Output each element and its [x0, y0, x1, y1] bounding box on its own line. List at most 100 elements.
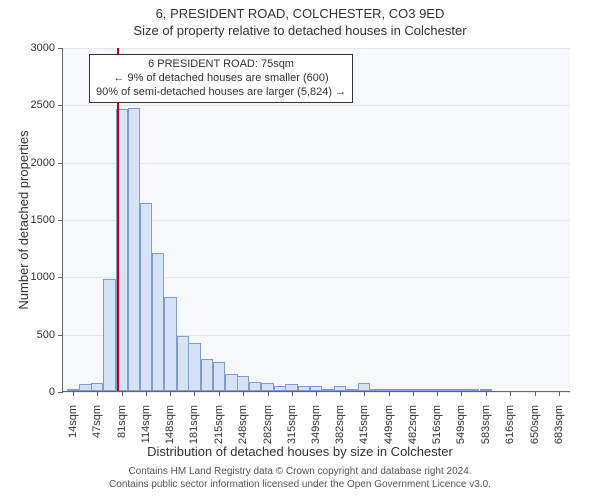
x-tick — [510, 391, 511, 396]
histogram-bar — [322, 389, 334, 391]
histogram-bar — [103, 279, 115, 391]
x-tick — [146, 391, 147, 396]
y-tick-label: 0 — [49, 386, 55, 398]
x-tick-label: 549sqm — [455, 405, 467, 444]
x-tick — [535, 391, 536, 396]
histogram-bar — [140, 203, 152, 391]
x-tick-label: 114sqm — [140, 405, 152, 443]
x-tick — [243, 391, 244, 396]
histogram-bar — [346, 389, 358, 391]
histogram-bar — [201, 359, 213, 391]
histogram-bar — [177, 336, 189, 391]
x-tick — [316, 391, 317, 396]
histogram-bar — [455, 389, 467, 391]
grid-line — [63, 48, 570, 49]
y-tick-label: 2000 — [31, 157, 55, 169]
histogram-bar — [225, 374, 237, 391]
y-tick — [58, 392, 63, 393]
x-tick — [268, 391, 269, 396]
histogram-bar — [67, 389, 79, 391]
x-tick-label: 449sqm — [383, 405, 395, 444]
x-tick-label: 650sqm — [529, 405, 541, 444]
y-tick — [58, 163, 63, 164]
x-tick — [219, 391, 220, 396]
histogram-bar — [419, 389, 431, 391]
y-tick-label: 1000 — [31, 271, 55, 283]
grid-line — [63, 105, 570, 106]
x-tick — [413, 391, 414, 396]
annotation-line3: 90% of semi-detached houses are larger (… — [96, 86, 346, 100]
annotation-box: 6 PRESIDENT ROAD: 75sqm← 9% of detached … — [89, 54, 353, 103]
footer-line1: Contains HM Land Registry data © Crown c… — [0, 466, 600, 479]
x-tick — [292, 391, 293, 396]
y-tick — [58, 105, 63, 106]
x-tick-label: 47sqm — [91, 405, 103, 438]
histogram-bar — [383, 389, 395, 391]
histogram-bar — [164, 297, 176, 391]
histogram-bar — [467, 389, 479, 391]
histogram-bar — [480, 389, 492, 391]
x-tick-label: 248sqm — [237, 405, 249, 444]
y-tick-label: 1500 — [31, 214, 55, 226]
histogram-bar — [443, 389, 455, 391]
histogram-bar — [213, 362, 225, 391]
histogram-bar — [370, 389, 382, 391]
histogram-bar — [237, 376, 249, 391]
y-tick-label: 3000 — [31, 42, 55, 54]
x-tick-label: 282sqm — [262, 405, 274, 444]
histogram-bar — [79, 384, 91, 391]
x-tick — [559, 391, 560, 396]
y-axis-title: Number of detached properties — [16, 130, 31, 309]
x-axis-title: Distribution of detached houses by size … — [0, 444, 600, 459]
x-tick — [461, 391, 462, 396]
annotation-line2: ← 9% of detached houses are smaller (600… — [96, 72, 346, 86]
histogram-bar — [188, 343, 200, 391]
histogram-bar — [261, 383, 273, 391]
y-tick — [58, 220, 63, 221]
x-tick-label: 148sqm — [164, 405, 176, 444]
x-tick — [122, 391, 123, 396]
histogram-bar — [249, 382, 261, 391]
histogram-bar — [128, 108, 140, 391]
chart-title-line1: 6, PRESIDENT ROAD, COLCHESTER, CO3 9ED — [0, 0, 600, 21]
x-tick-label: 181sqm — [188, 405, 200, 444]
x-tick — [437, 391, 438, 396]
annotation-line1: 6 PRESIDENT ROAD: 75sqm — [96, 58, 346, 72]
footer-line2: Contains public sector information licen… — [0, 479, 600, 492]
histogram-bar — [91, 383, 103, 391]
histogram-bar — [285, 384, 297, 391]
x-tick-label: 482sqm — [407, 405, 419, 444]
footer-attribution: Contains HM Land Registry data © Crown c… — [0, 466, 600, 491]
x-tick-label: 81sqm — [116, 405, 128, 438]
histogram-bar — [431, 389, 443, 391]
y-tick — [58, 335, 63, 336]
x-tick-label: 516sqm — [431, 405, 443, 444]
x-tick — [170, 391, 171, 396]
histogram-bar — [407, 389, 419, 391]
histogram-bar — [310, 386, 322, 391]
x-tick-label: 14sqm — [67, 405, 79, 438]
chart-plot-area: 05001000150020002500300014sqm47sqm81sqm1… — [62, 48, 570, 392]
x-tick — [194, 391, 195, 396]
y-tick — [58, 277, 63, 278]
x-tick-label: 583sqm — [480, 405, 492, 444]
x-tick-label: 215sqm — [213, 405, 225, 444]
x-tick-label: 415sqm — [358, 405, 370, 444]
histogram-bar — [298, 386, 310, 391]
histogram-bar — [394, 389, 406, 391]
histogram-bar — [274, 386, 286, 391]
x-tick — [97, 391, 98, 396]
x-tick-label: 382sqm — [334, 405, 346, 444]
x-tick — [340, 391, 341, 396]
chart-title-line2: Size of property relative to detached ho… — [0, 21, 600, 38]
x-tick-label: 616sqm — [504, 405, 516, 444]
x-tick-label: 349sqm — [310, 405, 322, 444]
y-tick — [58, 48, 63, 49]
x-tick — [486, 391, 487, 396]
x-tick-label: 315sqm — [286, 405, 298, 444]
x-tick — [389, 391, 390, 396]
histogram-bar — [358, 383, 370, 391]
histogram-bar — [334, 386, 346, 391]
x-tick — [73, 391, 74, 396]
y-tick-label: 500 — [37, 329, 55, 341]
